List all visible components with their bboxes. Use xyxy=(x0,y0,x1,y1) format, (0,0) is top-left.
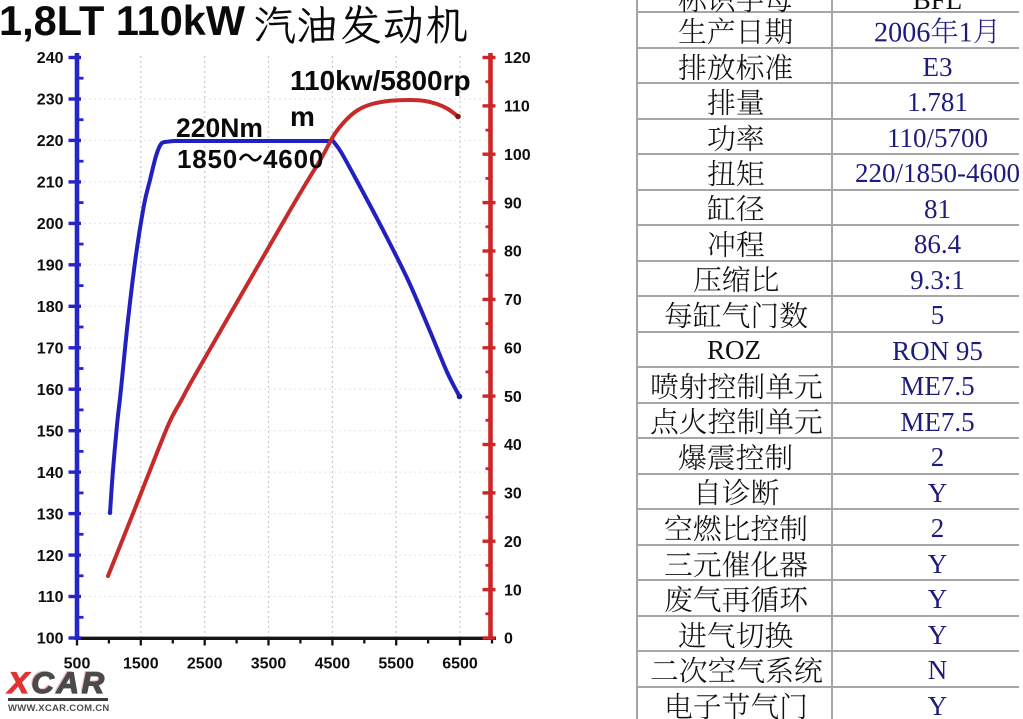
svg-text:0: 0 xyxy=(504,631,513,648)
svg-text:200: 200 xyxy=(37,216,64,233)
svg-text:3500: 3500 xyxy=(251,656,287,673)
svg-text:500: 500 xyxy=(64,656,91,673)
svg-text:240: 240 xyxy=(37,50,64,67)
svg-text:60: 60 xyxy=(504,340,522,357)
svg-text:120: 120 xyxy=(37,548,64,565)
svg-text:180: 180 xyxy=(37,299,64,316)
svg-text:150: 150 xyxy=(37,423,64,440)
svg-text:110: 110 xyxy=(504,99,530,116)
svg-text:100: 100 xyxy=(504,147,531,164)
svg-text:100: 100 xyxy=(37,631,64,648)
svg-text:2500: 2500 xyxy=(187,656,223,673)
svg-text:210: 210 xyxy=(37,175,64,192)
svg-text:110: 110 xyxy=(38,589,64,606)
svg-text:4500: 4500 xyxy=(315,656,351,673)
svg-text:40: 40 xyxy=(504,437,522,454)
svg-text:50: 50 xyxy=(504,389,522,406)
svg-text:170: 170 xyxy=(37,341,64,358)
svg-text:70: 70 xyxy=(504,292,522,309)
svg-text:160: 160 xyxy=(37,382,64,399)
svg-text:130: 130 xyxy=(37,506,64,523)
svg-text:10: 10 xyxy=(504,582,522,599)
svg-text:1500: 1500 xyxy=(123,656,159,673)
svg-text:90: 90 xyxy=(504,195,522,212)
svg-text:230: 230 xyxy=(37,92,64,109)
svg-text:6500: 6500 xyxy=(442,656,478,673)
svg-text:80: 80 xyxy=(504,244,522,261)
svg-text:140: 140 xyxy=(37,465,64,482)
svg-text:220: 220 xyxy=(37,133,64,150)
svg-text:20: 20 xyxy=(504,534,522,551)
svg-text:5500: 5500 xyxy=(378,656,414,673)
svg-text:120: 120 xyxy=(504,50,531,67)
svg-text:30: 30 xyxy=(504,486,522,503)
svg-text:190: 190 xyxy=(37,258,64,275)
